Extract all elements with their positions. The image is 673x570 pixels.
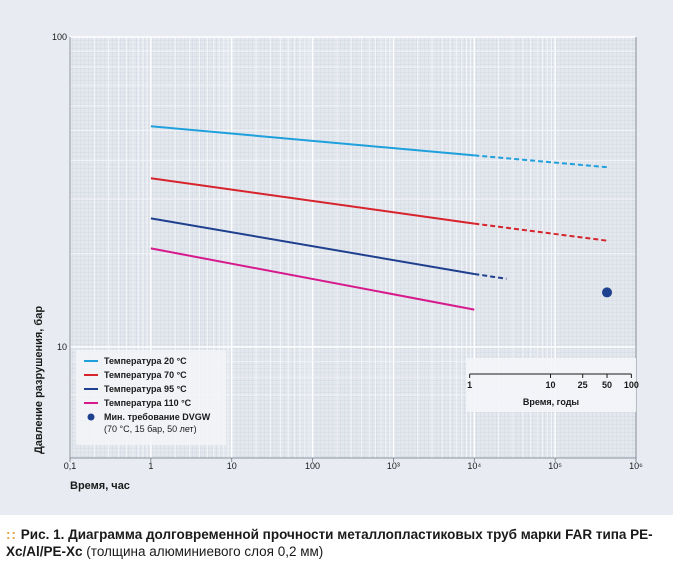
series-line-solid xyxy=(150,217,475,275)
secondary-tick-label: 1 xyxy=(467,380,472,390)
series-layer xyxy=(150,125,613,311)
caption-note: (толщина алюминиевого слоя 0,2 мм) xyxy=(86,544,324,559)
legend-marker-label: Мин. требование DVGW xyxy=(104,412,211,422)
y-tick-label: 10 xyxy=(57,342,67,352)
legend-box xyxy=(76,350,226,445)
x-tick-label: 10⁴ xyxy=(467,461,481,471)
legend: Температура 20 °C Температура 70 °C Темпер… xyxy=(76,350,226,445)
x-tick-label: 100 xyxy=(305,461,320,471)
x-tick-label: 10⁶ xyxy=(629,461,643,471)
y-tick-label: 100 xyxy=(52,32,67,42)
legend-marker-note: (70 °C, 15 бар, 50 лет) xyxy=(104,424,197,434)
dvgw-marker xyxy=(602,287,613,298)
x-tick-label: 10⁵ xyxy=(548,461,562,471)
secondary-axis-box: 1 10 25 50 100 Время, годы xyxy=(466,358,639,412)
secondary-tick-label: 50 xyxy=(602,380,612,390)
legend-entry: Температура 95 °C xyxy=(104,384,187,394)
series-line-dashed xyxy=(474,154,609,169)
x-tick-label: 0,1 xyxy=(64,461,77,471)
x-tick-label: 10³ xyxy=(387,461,400,471)
legend-marker xyxy=(87,413,95,421)
figure-caption: :: Рис. 1. Диаграмма долговременной проч… xyxy=(6,526,670,560)
caption-title: Диаграмма долговременной прочности метал… xyxy=(6,527,653,559)
secondary-axis-background xyxy=(466,358,636,412)
caption-dots: :: xyxy=(6,527,17,542)
caption-figure-number: Рис. 1. xyxy=(20,527,65,542)
series-line-dashed xyxy=(474,273,507,280)
series-line-solid xyxy=(150,125,475,157)
legend-entry: Температура 110 °C xyxy=(104,398,192,408)
x-axis-label: Время, час xyxy=(70,480,130,492)
legend-entry: Температура 70 °C xyxy=(104,370,187,380)
y-axis-label: Давление разрушения, бар xyxy=(33,306,45,454)
secondary-tick-label: 100 xyxy=(624,380,639,390)
x-tick-label: 1 xyxy=(148,461,153,471)
secondary-tick-label: 25 xyxy=(578,380,588,390)
chart: 0,1 1 10 100 10³ 10⁴ 10⁵ 10⁶ 100 10 Температура 2… xyxy=(33,32,643,492)
x-tick-label: 10 xyxy=(227,461,237,471)
series-line-solid xyxy=(150,177,475,225)
series-line-solid xyxy=(150,247,475,311)
axes: 0,1 1 10 100 10³ 10⁴ 10⁵ 10⁶ 100 10 xyxy=(52,32,643,471)
legend-entry: Температура 20 °C xyxy=(104,356,187,366)
secondary-tick-label: 10 xyxy=(546,380,556,390)
secondary-axis-label: Время, годы xyxy=(523,397,580,407)
series-line-dashed xyxy=(474,222,609,242)
